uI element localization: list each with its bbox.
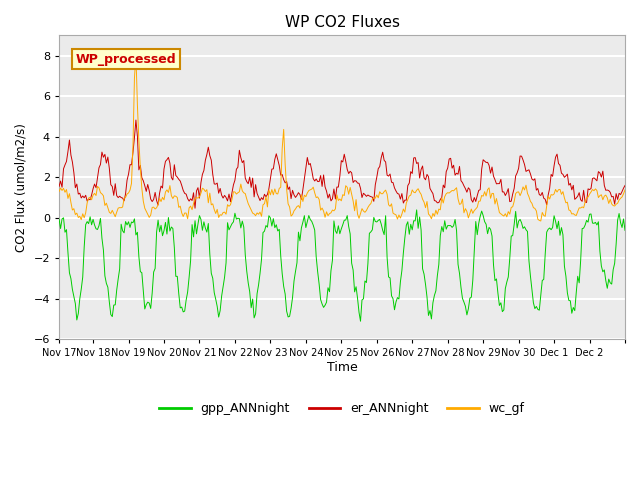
Title: WP CO2 Fluxes: WP CO2 Fluxes	[285, 15, 399, 30]
Legend: gpp_ANNnight, er_ANNnight, wc_gf: gpp_ANNnight, er_ANNnight, wc_gf	[154, 397, 530, 420]
X-axis label: Time: Time	[326, 361, 357, 374]
Text: WP_processed: WP_processed	[76, 53, 177, 66]
Y-axis label: CO2 Flux (umol/m2/s): CO2 Flux (umol/m2/s)	[15, 123, 28, 252]
